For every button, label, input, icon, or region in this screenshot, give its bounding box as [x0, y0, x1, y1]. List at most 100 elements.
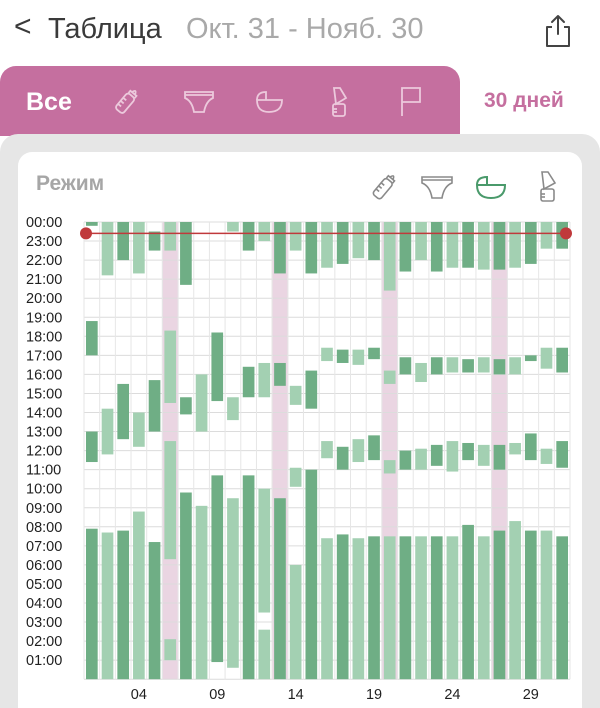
sleep-segment — [321, 347, 333, 362]
sleep-segment — [399, 357, 412, 375]
sleep-segment — [148, 380, 161, 432]
sleep-segment — [305, 469, 318, 680]
y-tick-label: 06:00 — [26, 558, 62, 574]
sleep-segment — [430, 444, 443, 466]
sleep-segment — [352, 222, 365, 259]
y-tick-label: 21:00 — [26, 272, 62, 288]
sleep-segment — [180, 397, 192, 415]
category-tabs: Все — [0, 66, 460, 136]
sleep-segment — [242, 366, 255, 398]
sleep-segment — [242, 222, 255, 251]
sleep-segment — [336, 349, 349, 363]
pump-icon[interactable] — [322, 84, 356, 118]
y-tick-label: 23:00 — [26, 234, 62, 250]
sleep-segment — [524, 222, 537, 264]
y-tick-label: 05:00 — [26, 577, 62, 593]
sleep-segment — [540, 530, 553, 680]
sleep-segment — [399, 222, 412, 272]
sleep-segment — [101, 408, 114, 455]
y-tick-label: 04:00 — [26, 596, 62, 612]
filter-pump-icon[interactable] — [528, 168, 566, 204]
sleep-segment — [383, 370, 396, 384]
sleep-segment — [477, 536, 490, 680]
bottle-icon[interactable] — [110, 84, 144, 118]
sleep-segment — [274, 362, 286, 386]
sleep-segment — [509, 222, 521, 268]
y-tick-label: 15:00 — [26, 386, 62, 402]
sleep-segment — [211, 332, 224, 402]
sleep-segment — [148, 542, 161, 680]
date-range[interactable]: Окт. 31 - Нояб. 30 — [186, 13, 424, 45]
filter-bed-icon[interactable] — [472, 168, 510, 204]
sleep-segment — [430, 536, 443, 680]
sleep-segment — [415, 222, 427, 261]
top-bar: < Таблица Окт. 31 - Нояб. 30 — [0, 0, 600, 64]
sleep-segment — [477, 222, 490, 270]
sleep-segment — [133, 222, 145, 274]
sleep-segment — [462, 442, 474, 461]
sleep-segment — [446, 536, 459, 680]
sleep-segment — [117, 530, 130, 680]
sleep-segment — [117, 383, 130, 440]
y-tick-label: 18:00 — [26, 329, 62, 345]
current-time-marker-left — [80, 227, 92, 240]
sleep-segment — [289, 222, 302, 251]
sleep-segment — [556, 441, 568, 468]
sleep-segment — [556, 536, 568, 680]
sleep-segment — [540, 347, 553, 369]
filter-diaper-icon[interactable] — [418, 168, 456, 204]
card-title: Режим — [36, 172, 105, 195]
sleep-segment — [368, 347, 380, 360]
sleep-segment — [493, 444, 506, 470]
sleep-segment — [368, 536, 380, 680]
y-tick-label: 20:00 — [26, 291, 62, 307]
sleep-segment — [211, 475, 224, 663]
filter-bottle-icon[interactable] — [366, 168, 404, 204]
tab-all[interactable]: Все — [26, 88, 72, 116]
x-tick-label: 04 — [131, 687, 147, 703]
bed-icon[interactable] — [252, 84, 286, 118]
sleep-segment — [493, 222, 506, 270]
sleep-segment — [383, 460, 396, 474]
sleep-segment — [430, 222, 443, 272]
sleep-segment — [415, 448, 427, 470]
sleep-segment — [415, 362, 427, 383]
sleep-segment — [446, 441, 459, 472]
sleep-segment — [258, 222, 271, 242]
days-selector[interactable]: 30 дней — [484, 89, 564, 112]
y-tick-label: 12:00 — [26, 444, 62, 460]
sleep-segment — [164, 639, 177, 661]
sleep-segment — [86, 321, 98, 356]
sleep-segment — [227, 222, 239, 232]
share-icon[interactable] — [544, 14, 572, 48]
sleep-segment — [180, 492, 192, 680]
sleep-segment — [399, 450, 412, 470]
sleep-segment — [352, 439, 365, 463]
sleep-segment — [117, 222, 130, 261]
sleep-segment — [86, 528, 98, 680]
sleep-segment — [352, 538, 365, 680]
sleep-segment — [164, 222, 177, 251]
sleep-segment — [368, 222, 380, 261]
sleep-segment — [336, 222, 349, 264]
sleep-segment — [321, 222, 333, 268]
sleep-segment — [477, 357, 490, 373]
sleep-segment — [86, 222, 98, 226]
flag-icon[interactable] — [394, 84, 428, 118]
x-tick-label: 19 — [366, 687, 382, 703]
sleep-segment — [227, 498, 239, 668]
sleep-segment — [415, 536, 427, 680]
sleep-segment — [321, 441, 333, 459]
sleep-segment — [86, 431, 98, 463]
sleep-segment — [274, 222, 286, 274]
y-tick-label: 09:00 — [26, 501, 62, 517]
sleep-segment — [195, 374, 208, 432]
y-tick-label: 19:00 — [26, 310, 62, 326]
y-tick-label: 16:00 — [26, 367, 62, 383]
sleep-segment — [556, 347, 568, 373]
back-button[interactable]: < — [14, 10, 32, 43]
sleep-segment — [289, 564, 302, 680]
x-tick-label: 24 — [444, 687, 460, 703]
diaper-icon[interactable] — [182, 84, 216, 118]
sleep-segment — [336, 446, 349, 470]
